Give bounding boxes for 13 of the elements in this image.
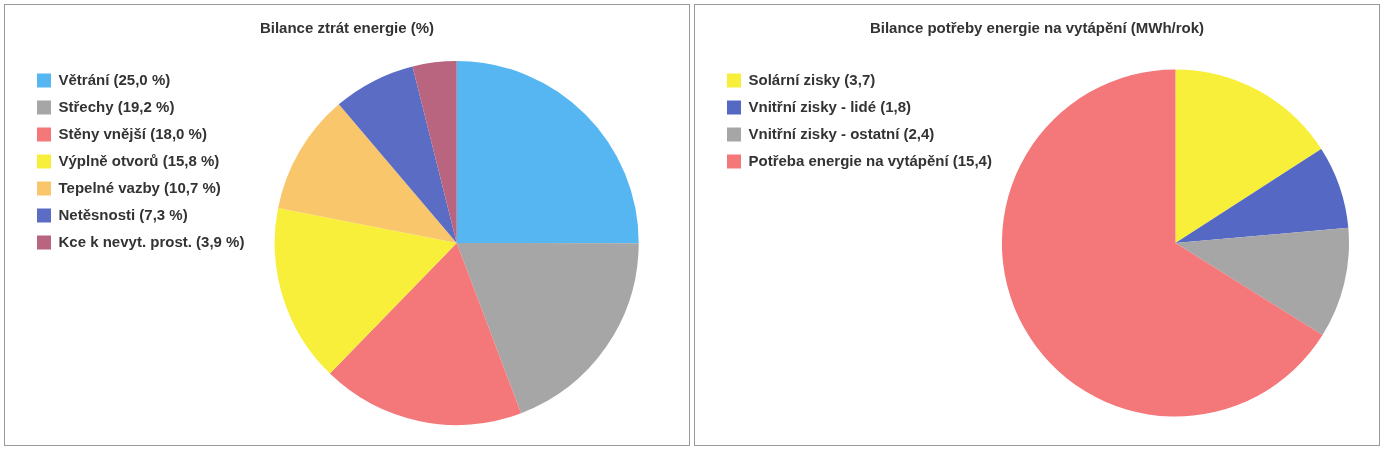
legend-label: Tepelné vazby (10,7 %) <box>58 178 221 196</box>
legend-label: Stěny vnější (18,0 %) <box>58 124 207 142</box>
chart-title: Bilance potřeby energie na vytápění (MWh/rok) <box>868 18 1206 38</box>
legend-label: Výplně otvorů (15,8 %) <box>58 151 220 169</box>
legend-label: Potřeba energie na vytápění (15,4) <box>748 151 992 169</box>
legend-label: Vnitřní zisky - lidé (1,8) <box>748 97 912 115</box>
legend-label: Netěsnosti (7,3 %) <box>58 205 188 223</box>
legend-label: Kce k nevyt. prost. (3,9 %) <box>58 232 245 250</box>
legend-label: Solární zisky (3,7) <box>748 70 876 88</box>
legend-label: Vnitřní zisky - ostatní (2,4) <box>748 124 935 142</box>
legend-label: Větrání (25,0 %) <box>58 70 171 88</box>
legend-label: Střechy (19,2 %) <box>58 97 175 115</box>
chart-title: Bilance ztrát energie (%) <box>258 18 436 38</box>
